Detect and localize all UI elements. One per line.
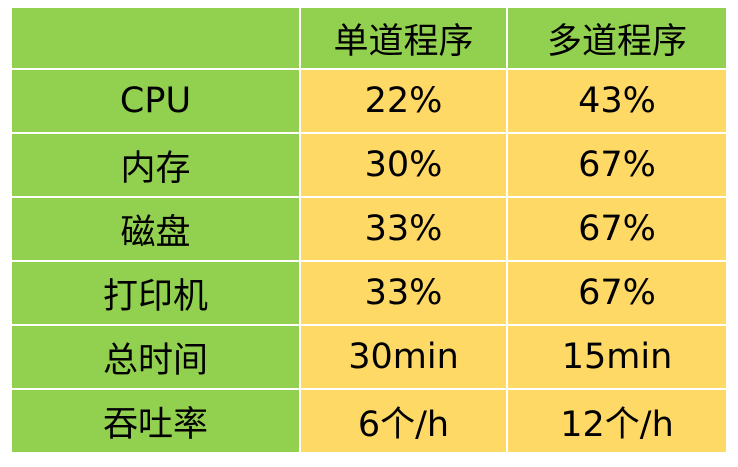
multi-program-value: 43% [506, 68, 728, 134]
table-row: 总时间 30min 15min [10, 324, 728, 390]
row-label: 总时间 [10, 324, 301, 390]
multi-program-value: 15min [506, 324, 728, 390]
row-label: 吞吐率 [10, 388, 301, 454]
row-label: CPU [10, 68, 301, 134]
single-program-value: 33% [299, 260, 508, 326]
single-program-value: 30% [299, 132, 508, 198]
multi-program-value: 12个/h [506, 388, 728, 454]
row-label: 内存 [10, 132, 301, 198]
row-label: 磁盘 [10, 196, 301, 262]
header-multi-program: 多道程序 [506, 6, 728, 70]
header-corner-cell [10, 6, 301, 70]
table-row: 打印机 33% 67% [10, 260, 728, 326]
header-row: 单道程序 多道程序 [10, 6, 728, 70]
table-header: 单道程序 多道程序 [10, 6, 728, 70]
header-single-program: 单道程序 [299, 6, 508, 70]
comparison-table-container: 单道程序 多道程序 CPU 22% 43% 内存 30% 67% 磁盘 33% … [10, 6, 728, 454]
multi-program-value: 67% [506, 260, 728, 326]
table-row: CPU 22% 43% [10, 68, 728, 134]
comparison-table: 单道程序 多道程序 CPU 22% 43% 内存 30% 67% 磁盘 33% … [10, 6, 728, 454]
multi-program-value: 67% [506, 132, 728, 198]
row-label: 打印机 [10, 260, 301, 326]
table-row: 内存 30% 67% [10, 132, 728, 198]
multi-program-value: 67% [506, 196, 728, 262]
single-program-value: 33% [299, 196, 508, 262]
table-row: 吞吐率 6个/h 12个/h [10, 388, 728, 454]
table-body: CPU 22% 43% 内存 30% 67% 磁盘 33% 67% 打印机 33… [10, 68, 728, 454]
single-program-value: 22% [299, 68, 508, 134]
table-row: 磁盘 33% 67% [10, 196, 728, 262]
single-program-value: 30min [299, 324, 508, 390]
single-program-value: 6个/h [299, 388, 508, 454]
